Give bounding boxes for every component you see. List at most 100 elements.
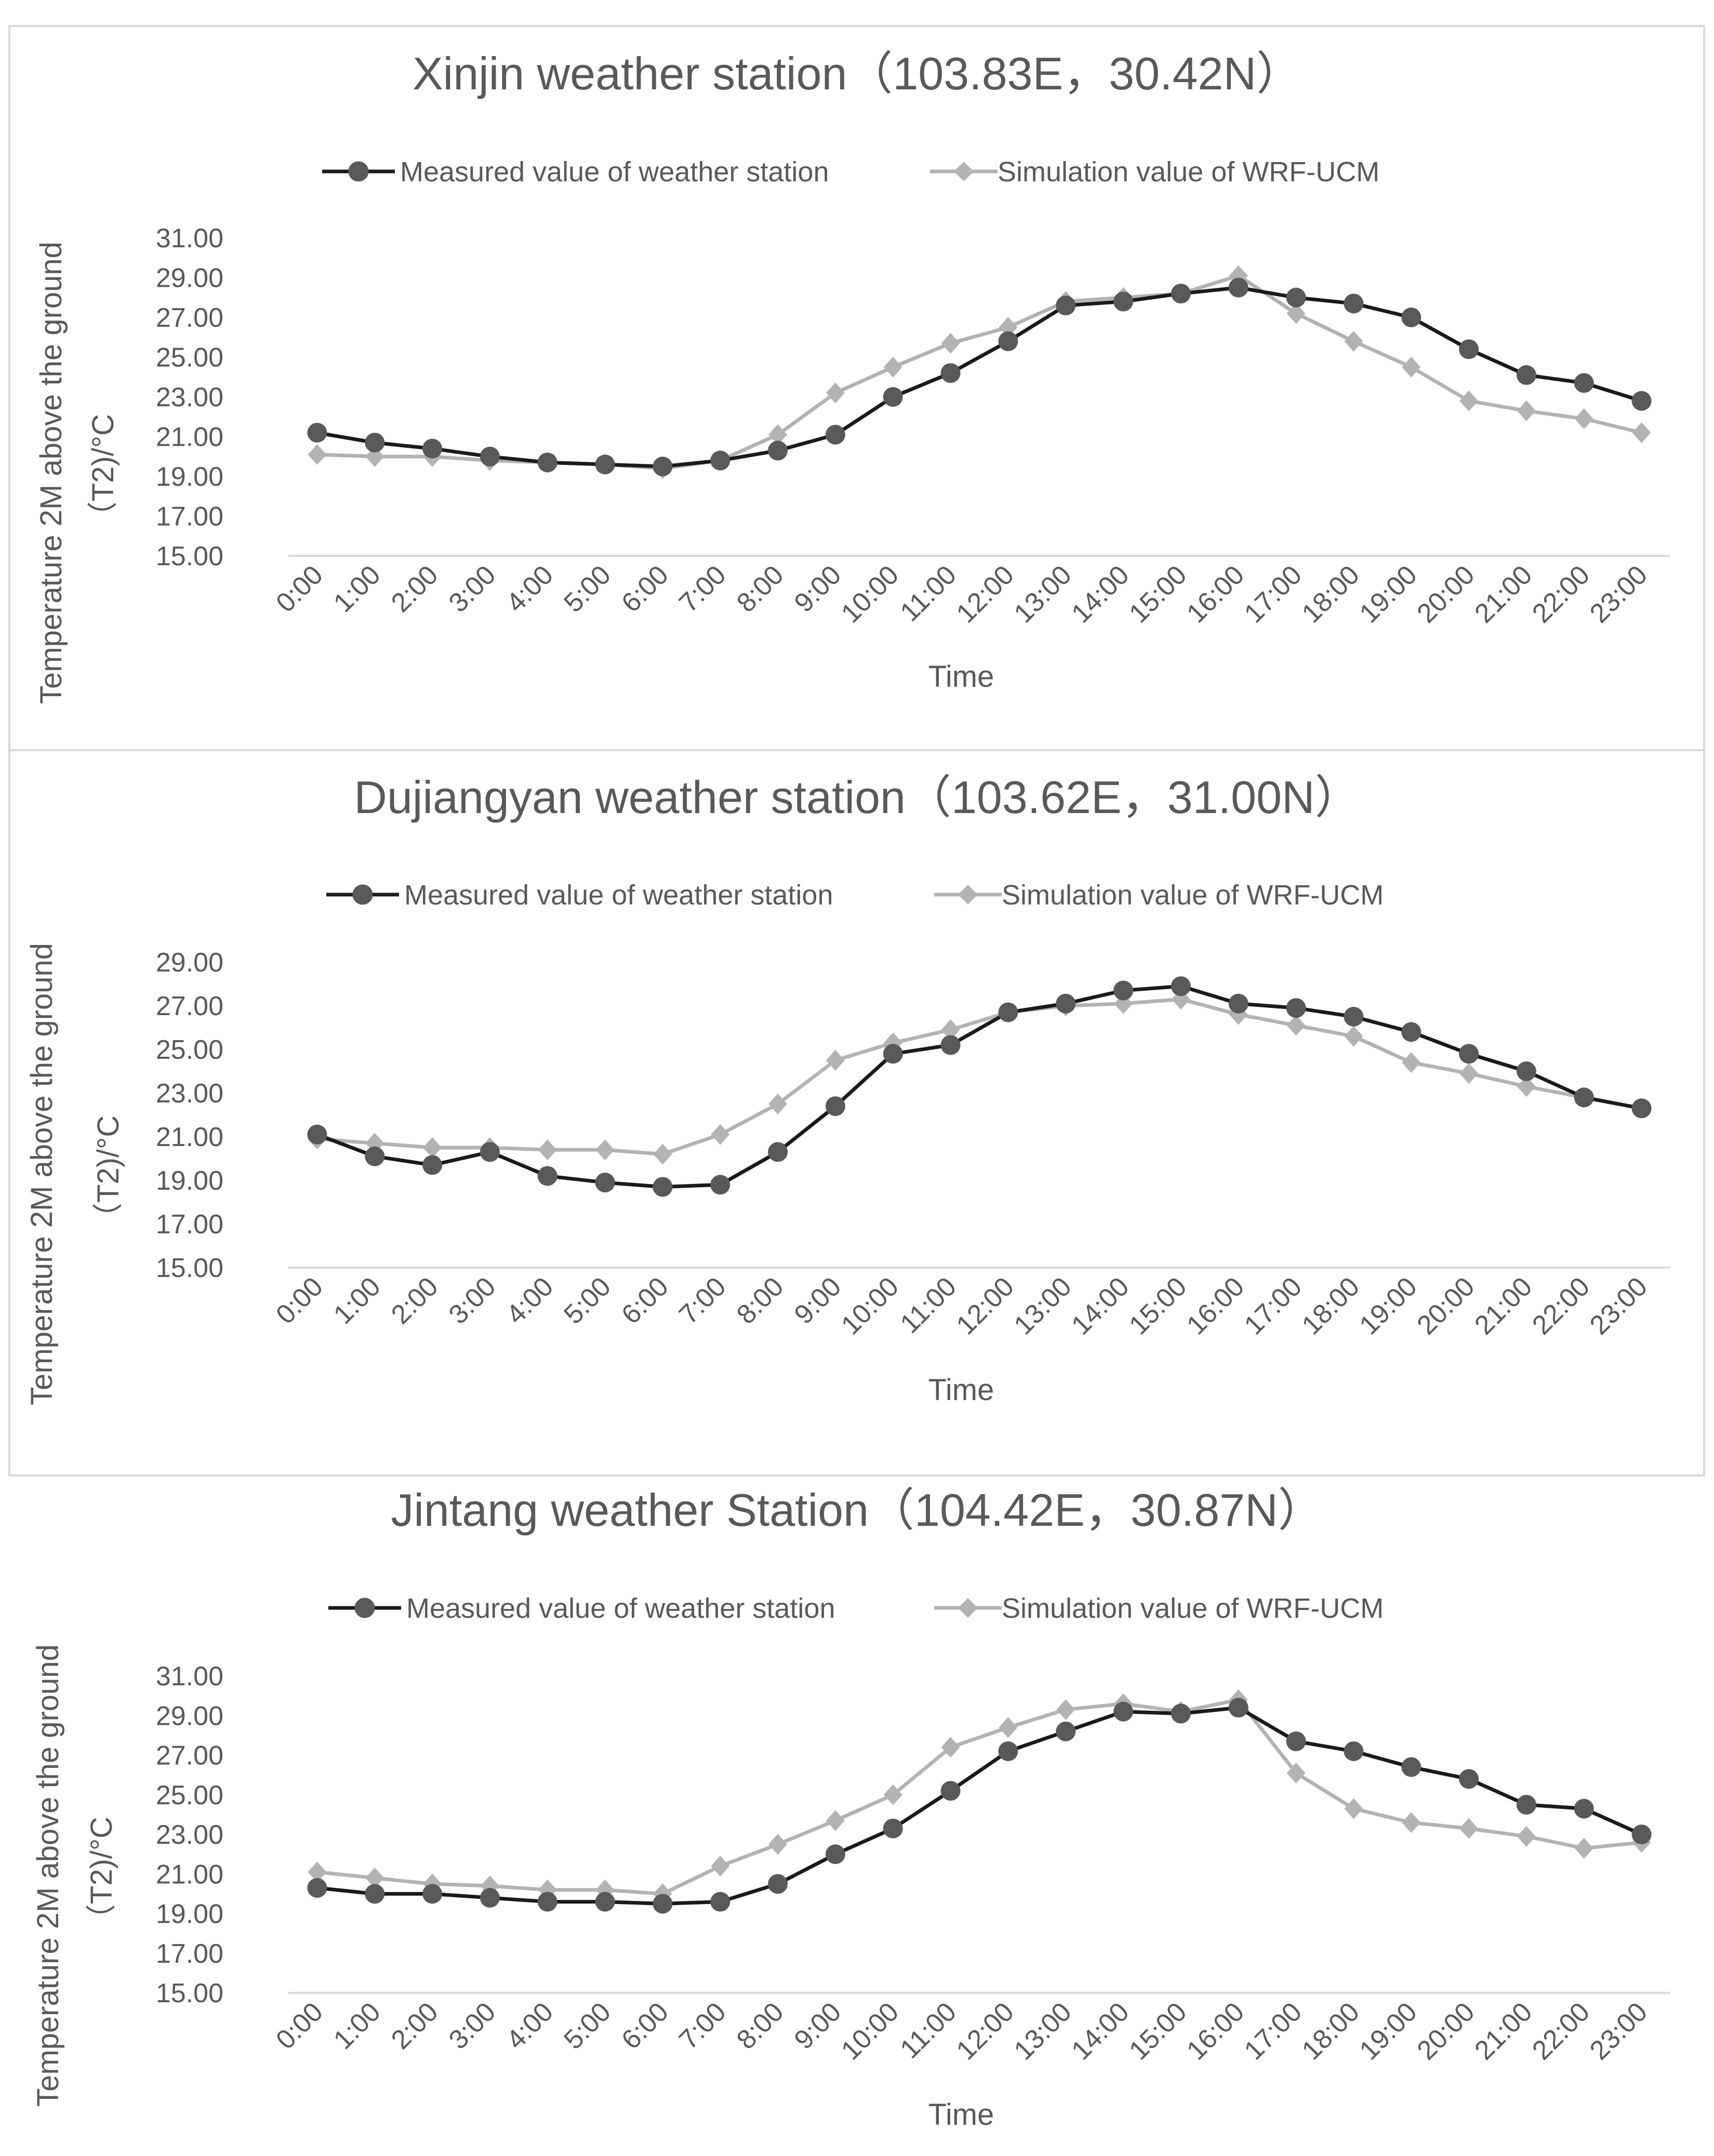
x-axis: 0:001:002:003:004:005:006:007:008:009:00…: [270, 1997, 1653, 2066]
data-point-measured: [307, 1878, 327, 1898]
data-point-measured: [595, 1892, 615, 1912]
x-tick-label: 20:00: [1412, 1997, 1481, 2066]
data-point-simulated: [1286, 1762, 1306, 1784]
data-point-measured: [365, 1884, 385, 1904]
chart-panel-2: Dujiangyan weather station（103.62E，31.00…: [8, 749, 1705, 1476]
legend-marker-simulated: [954, 162, 974, 181]
data-point-measured: [480, 446, 500, 467]
y-tick-label: 15.00: [156, 1978, 223, 2008]
data-point-simulated: [826, 1050, 845, 1071]
data-point-measured: [1401, 1757, 1421, 1777]
data-point-measured: [480, 1142, 500, 1162]
data-point-measured: [825, 1096, 845, 1116]
y-tick-label: 15.00: [156, 1253, 223, 1283]
y-axis-title-unit: （T2)/°C: [91, 1115, 125, 1233]
x-tick-label: 14:00: [1066, 1997, 1135, 2066]
data-point-simulated: [826, 382, 845, 404]
chart-title: Jintang weather Station（104.42E，30.87N）: [391, 1484, 1323, 1536]
data-point-simulated: [1632, 422, 1651, 443]
series-line-simulated: [317, 997, 1642, 1156]
data-point-simulated: [1459, 1818, 1479, 1839]
data-point-simulated: [1344, 1798, 1363, 1819]
data-point-simulated: [308, 444, 327, 465]
x-tick-label: 13:00: [1008, 1997, 1078, 2066]
y-axis: 15.00 17.00 19.00 21.00 23.00 25.00 27.00 29.00: [156, 948, 223, 1283]
data-point-measured: [1056, 1721, 1076, 1741]
data-point-measured: [1056, 296, 1076, 316]
data-point-measured: [825, 424, 845, 445]
data-point-measured: [710, 1175, 730, 1195]
legend-marker-simulated: [958, 1598, 978, 1618]
data-point-measured: [307, 1124, 327, 1144]
x-tick-label: 22:00: [1526, 1997, 1596, 2066]
legend-label-simulated: Simulation value of WRF-UCM: [1002, 1593, 1384, 1624]
legend-label-measured: Measured value of weather station: [404, 880, 833, 911]
y-tick-label: 23.00: [156, 1079, 223, 1109]
chart-panel-1: Xinjin weather station（103.83E，30.42N） Me…: [8, 25, 1705, 751]
data-point-measured: [537, 1892, 557, 1912]
data-point-simulated: [1402, 1812, 1421, 1833]
x-tick-label: 7:00: [673, 1997, 732, 2055]
data-point-measured: [1228, 1698, 1248, 1718]
data-point-measured: [1459, 1044, 1479, 1064]
x-tick-label: 16:00: [1181, 1997, 1250, 2066]
x-tick-label: 1:00: [328, 1997, 387, 2055]
data-point-measured: [653, 1894, 673, 1914]
data-point-measured: [1574, 1087, 1594, 1108]
y-axis: 15.00 17.00 19.00 21.00 23.00 25.00 27.00 29.00…: [156, 1661, 223, 2008]
y-tick-label: 29.00: [156, 948, 223, 978]
data-point-measured: [1459, 1769, 1479, 1789]
data-point-simulated: [1517, 400, 1536, 421]
y-tick-label: 19.00: [156, 462, 223, 492]
data-point-measured: [768, 441, 788, 461]
data-point-simulated: [595, 1139, 615, 1161]
x-tick-label: 6:00: [616, 1997, 674, 2055]
data-point-simulated: [1286, 303, 1306, 324]
x-tick-label: 21:00: [1469, 1997, 1538, 2066]
data-point-measured: [883, 1044, 903, 1064]
y-axis-title: Temperature 2M above the ground: [31, 1644, 65, 2107]
legend-label-simulated: Simulation value of WRF-UCM: [1002, 880, 1384, 911]
y-tick-label: 25.00: [156, 343, 223, 373]
data-point-measured: [1516, 1794, 1536, 1815]
data-point-measured: [1171, 1703, 1191, 1724]
data-point-measured: [1171, 976, 1191, 996]
legend: Measured value of weather station Simulat…: [328, 1593, 1384, 1624]
y-tick-label: 15.00: [156, 541, 223, 571]
data-point-measured: [1574, 373, 1594, 393]
data-point-measured: [365, 432, 385, 453]
data-point-measured: [1113, 291, 1134, 312]
y-tick-label: 23.00: [156, 382, 223, 412]
data-point-simulated: [1517, 1826, 1536, 1847]
data-point-measured: [1631, 391, 1652, 411]
data-point-measured: [307, 422, 327, 443]
data-point-measured: [1286, 998, 1306, 1018]
data-point-measured: [653, 1177, 673, 1197]
data-point-simulated: [1574, 408, 1593, 430]
data-point-simulated: [423, 1137, 442, 1158]
data-point-simulated: [883, 356, 902, 378]
data-point-measured: [1631, 1825, 1652, 1844]
legend-marker-simulated: [958, 885, 978, 904]
panel-frame: [8, 749, 1705, 1476]
y-tick-label: 27.00: [156, 303, 223, 333]
data-point-measured: [1401, 1022, 1421, 1042]
legend-label-measured: Measured value of weather station: [406, 1593, 835, 1624]
y-axis-title-unit: （T2)/°C: [85, 1817, 118, 1934]
data-point-simulated: [711, 1124, 730, 1145]
data-point-simulated: [941, 332, 960, 354]
y-tick-label: 21.00: [156, 1122, 223, 1152]
data-point-simulated: [1459, 1063, 1479, 1084]
y-axis-title: Temperature 2M above the ground: [34, 242, 68, 704]
data-point-measured: [1056, 993, 1076, 1014]
y-tick-label: 17.00: [156, 1209, 223, 1240]
series-measured: [307, 976, 1652, 1197]
x-tick-label: 2:00: [386, 1997, 444, 2055]
legend-marker-measured: [354, 1598, 375, 1618]
data-point-simulated: [941, 1737, 960, 1758]
legend: Measured value of weather station Simulat…: [326, 880, 1384, 911]
data-point-measured: [1516, 1061, 1536, 1081]
data-point-simulated: [826, 1810, 845, 1831]
data-point-simulated: [941, 1019, 960, 1041]
